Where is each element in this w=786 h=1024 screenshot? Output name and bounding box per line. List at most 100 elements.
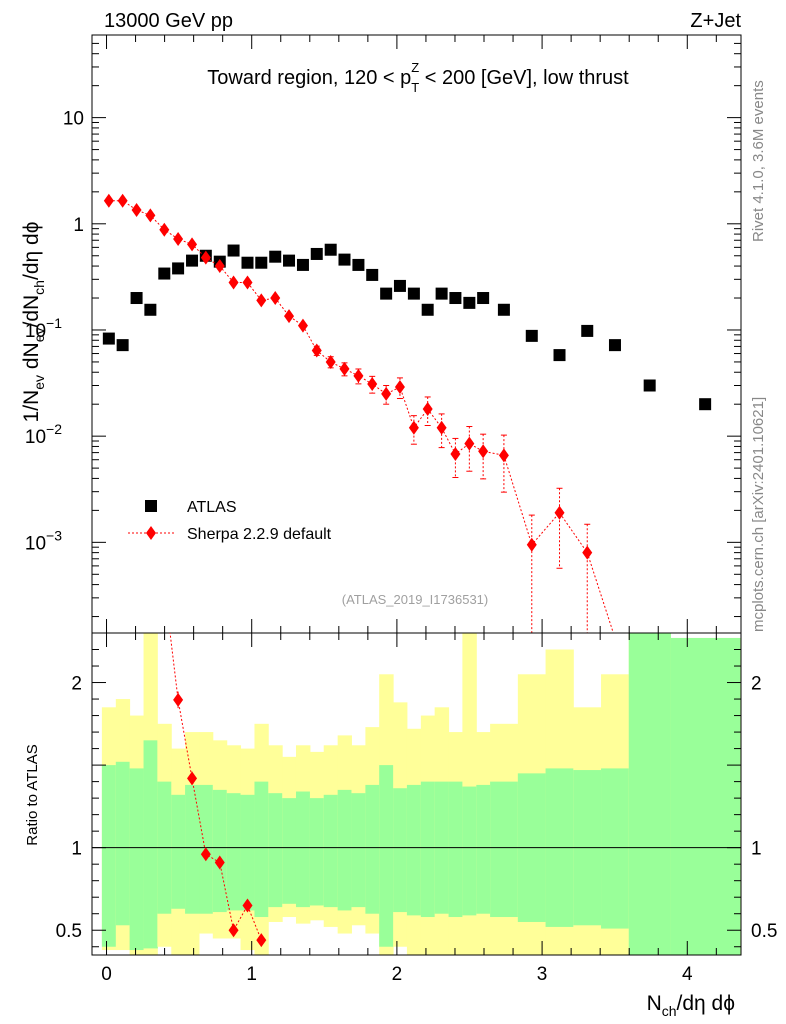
sherpa-point (498, 448, 509, 463)
ratio-y-tick-label: 1 (71, 839, 82, 860)
ratio-sherpa-point (242, 898, 253, 913)
x-tick-label: 3 (537, 964, 548, 985)
green-band (309, 798, 325, 906)
legend-marker-atlas (145, 500, 157, 512)
ratio-sherpa-point (187, 771, 198, 786)
sherpa-point (131, 202, 142, 217)
header-left: 13000 GeV pp (104, 10, 233, 32)
atlas-point (477, 292, 490, 305)
green-band (282, 798, 297, 904)
header-right: Z+Jet (690, 10, 741, 32)
svg-text:mcplots.cern.ch [arXiv:2401.10: mcplots.cern.ch [arXiv:2401.10621] (750, 397, 767, 632)
atlas-point (172, 262, 185, 275)
atlas-point (352, 258, 365, 271)
atlas-point (421, 303, 434, 316)
atlas-point (130, 292, 143, 305)
green-band (143, 740, 158, 949)
atlas-point (699, 398, 712, 411)
y-tick-label: 1 (73, 215, 84, 236)
main-frame (91, 34, 742, 634)
mcplots-label: mcplots.cern.ch [arXiv:2401.10621] (750, 397, 767, 632)
sherpa-point (228, 275, 239, 290)
ratio-sherpa-line (169, 633, 262, 941)
green-band (670, 637, 741, 955)
green-band (476, 784, 491, 914)
sherpa-point (117, 193, 128, 208)
green-band (254, 781, 269, 918)
green-band (365, 784, 380, 914)
green-band (420, 781, 436, 918)
sherpa-point (173, 231, 184, 246)
sherpa-point (311, 343, 322, 358)
watermark: (ATLAS_2019_I1736531) (342, 592, 488, 607)
green-band (129, 768, 145, 951)
atlas-point (366, 268, 379, 281)
sherpa-point (145, 208, 156, 223)
sherpa-point (436, 420, 447, 435)
atlas-point (283, 254, 296, 267)
atlas-point (241, 256, 254, 269)
sherpa-point (256, 293, 267, 308)
x-tick-label: 2 (392, 964, 403, 985)
atlas-point (380, 287, 393, 300)
sherpa-point (408, 420, 419, 435)
ratio-ylabel: Ratio to ATLAS (24, 744, 41, 845)
atlas-point (525, 329, 538, 342)
main-title: Toward region, 120 < pZ T < 200 [GeV], lo… (207, 60, 629, 95)
atlas-point (643, 379, 656, 392)
svg-text:Ratio to ATLAS: Ratio to ATLAS (24, 744, 41, 845)
sherpa-point (367, 376, 378, 391)
atlas-point (553, 349, 566, 362)
atlas-point (435, 287, 448, 300)
green-band (628, 633, 671, 955)
ratio-sherpa-point (214, 855, 225, 870)
green-band (171, 794, 186, 909)
y-tick-exponent: −3 (46, 527, 62, 543)
sherpa-point (200, 250, 211, 265)
sherpa-point (353, 368, 364, 383)
green-band (101, 765, 117, 947)
green-band (185, 784, 200, 914)
atlas-point (144, 303, 157, 316)
ratio-sherpa-point (256, 933, 267, 948)
ratio-sherpa-point (228, 923, 239, 938)
atlas-point (255, 256, 268, 269)
green-band (268, 793, 283, 908)
atlas-point (463, 296, 476, 309)
green-band (448, 781, 463, 918)
legend-label-atlas: ATLAS (187, 499, 237, 516)
ratio-sherpa-series (169, 633, 267, 948)
y-tick-label: 10−3 (25, 527, 62, 554)
sherpa-point (554, 505, 565, 520)
ratio-sherpa-point (200, 847, 211, 862)
green-band (323, 794, 339, 908)
ratio-y-tick-label: 0.5 (56, 921, 82, 942)
x-tick-label: 4 (682, 964, 693, 985)
sherpa-point (242, 275, 253, 290)
sherpa-point (214, 259, 225, 274)
legend-label-sherpa: Sherpa 2.2.9 default (187, 526, 332, 543)
sherpa-point (478, 444, 489, 459)
sherpa-point (103, 193, 114, 208)
legend: ATLAS Sherpa 2.2.9 default (128, 499, 332, 543)
green-band (379, 765, 394, 947)
atlas-point (158, 267, 171, 280)
green-band (295, 791, 311, 908)
ratio-frame (91, 632, 742, 956)
atlas-point (116, 339, 129, 352)
atlas-point (497, 303, 510, 316)
atlas-point (310, 247, 323, 260)
ratio-y-tick-label: 2 (71, 674, 82, 695)
sherpa-point (526, 537, 537, 552)
sherpa-series (103, 193, 614, 633)
green-band (393, 788, 408, 913)
atlas-point (324, 243, 337, 256)
atlas-point (608, 339, 621, 352)
x-tick-label: 0 (101, 964, 112, 985)
atlas-point (269, 250, 282, 263)
sherpa-line (108, 200, 614, 633)
ratio-y-tick-label-right: 2 (751, 674, 762, 695)
sherpa-point (187, 237, 198, 252)
legend-marker-sherpa (146, 526, 156, 540)
atlas-point (393, 279, 406, 292)
